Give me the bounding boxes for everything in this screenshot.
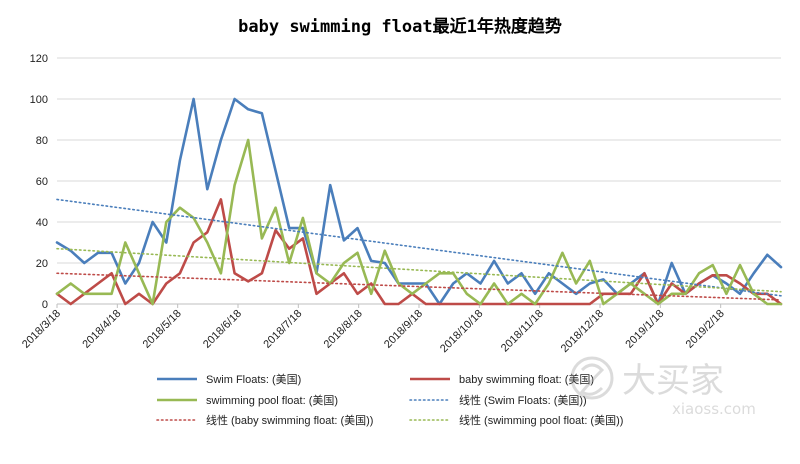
watermark: 大买家 xiaoss.com xyxy=(570,356,756,418)
legend-label-4: 线性 (baby swimming float: (美国)) xyxy=(206,413,373,427)
watermark-site: xiaoss.com xyxy=(672,400,756,418)
y-tick-label: 120 xyxy=(30,53,48,65)
y-tick-label: 40 xyxy=(36,217,48,229)
legend: Swim Floats: (美国) baby swimming float: (美… xyxy=(156,373,623,427)
watermark-logo-icon xyxy=(570,356,614,400)
trendline-4 xyxy=(56,272,782,301)
y-tick-label: 80 xyxy=(36,135,48,147)
series-layer xyxy=(55,97,783,306)
trendline-3 xyxy=(56,198,782,297)
y-tick-label: 0 xyxy=(42,299,48,311)
legend-label-0: Swim Floats: (美国) xyxy=(206,373,301,386)
series-line-1 xyxy=(55,198,783,306)
legend-label-1: baby swimming float: (美国) xyxy=(459,373,594,386)
trendline-5 xyxy=(56,247,782,293)
y-tick-label: 100 xyxy=(30,94,48,106)
chart-title: baby swimming float最近1年热度趋势 xyxy=(238,16,562,37)
legend-label-2: swimming pool float: (美国) xyxy=(206,394,338,407)
y-tick-label: 20 xyxy=(36,258,48,270)
y-tick-label: 60 xyxy=(36,176,48,188)
series-line-2 xyxy=(55,138,783,306)
watermark-brand: 大买家 xyxy=(622,361,724,401)
legend-label-5: 线性 (swimming pool float: (美国)) xyxy=(459,413,623,427)
legend-label-3: 线性 (Swim Floats: (美国)) xyxy=(459,393,587,407)
series-line-0 xyxy=(55,97,783,306)
